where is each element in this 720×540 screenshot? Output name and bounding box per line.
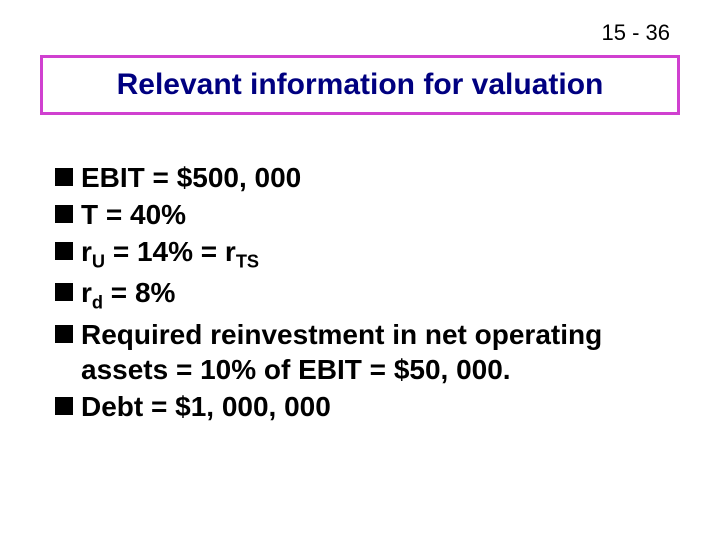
title-box: Relevant information for valuation — [40, 55, 680, 115]
square-bullet-icon — [55, 242, 73, 260]
list-item: EBIT = $500, 000 — [55, 160, 680, 195]
bullet-mid: = 8% — [103, 277, 175, 308]
square-bullet-icon — [55, 205, 73, 223]
bullet-prefix: r — [81, 277, 92, 308]
square-bullet-icon — [55, 325, 73, 343]
bullet-mid: = 14% = r — [105, 236, 236, 267]
list-item: Debt = $1, 000, 000 — [55, 389, 680, 424]
page-number: 15 - 36 — [602, 20, 671, 46]
bullet-text: rU = 14% = rTS — [81, 234, 259, 273]
bullet-text: EBIT = $500, 000 — [81, 160, 301, 195]
bullet-prefix: r — [81, 236, 92, 267]
list-item: T = 40% — [55, 197, 680, 232]
bullet-text: T = 40% — [81, 197, 186, 232]
slide-title: Relevant information for valuation — [43, 68, 677, 102]
bullet-text: Required reinvestment in net operating a… — [81, 317, 680, 387]
list-item: rU = 14% = rTS — [55, 234, 680, 273]
list-item: rd = 8% — [55, 275, 680, 314]
square-bullet-icon — [55, 397, 73, 415]
bullet-sub: U — [92, 252, 105, 272]
square-bullet-icon — [55, 283, 73, 301]
bullet-list: EBIT = $500, 000 T = 40% rU = 14% = rTS … — [55, 160, 680, 426]
square-bullet-icon — [55, 168, 73, 186]
bullet-text: rd = 8% — [81, 275, 175, 314]
bullet-sub: TS — [236, 252, 259, 272]
bullet-text: Debt = $1, 000, 000 — [81, 389, 331, 424]
list-item: Required reinvestment in net operating a… — [55, 317, 680, 387]
bullet-sub: d — [92, 293, 103, 313]
